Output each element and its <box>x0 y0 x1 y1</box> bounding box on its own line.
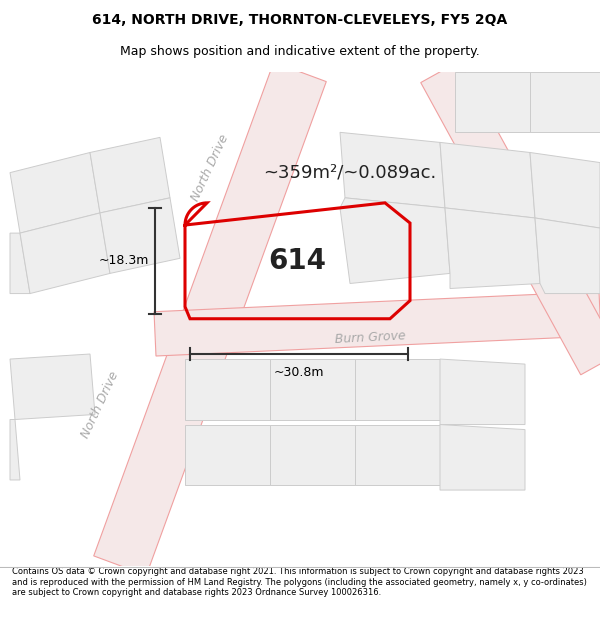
Polygon shape <box>100 198 180 273</box>
Polygon shape <box>445 208 540 289</box>
Text: 614, NORTH DRIVE, THORNTON-CLEVELEYS, FY5 2QA: 614, NORTH DRIVE, THORNTON-CLEVELEYS, FY… <box>92 13 508 27</box>
Polygon shape <box>530 152 600 228</box>
Polygon shape <box>270 424 355 485</box>
Text: Burn Grove: Burn Grove <box>334 329 406 346</box>
Polygon shape <box>440 359 525 424</box>
Text: ~18.3m: ~18.3m <box>98 254 149 268</box>
Polygon shape <box>154 292 600 356</box>
Polygon shape <box>10 233 30 294</box>
Text: Contains OS data © Crown copyright and database right 2021. This information is : Contains OS data © Crown copyright and d… <box>12 568 587 598</box>
Polygon shape <box>10 152 100 233</box>
Text: ~30.8m: ~30.8m <box>274 366 324 379</box>
Polygon shape <box>340 132 445 208</box>
Polygon shape <box>440 142 535 218</box>
Polygon shape <box>535 218 600 294</box>
Polygon shape <box>10 419 20 480</box>
Polygon shape <box>455 72 530 132</box>
Polygon shape <box>355 424 440 485</box>
Text: Map shows position and indicative extent of the property.: Map shows position and indicative extent… <box>120 45 480 58</box>
Polygon shape <box>90 138 170 213</box>
Polygon shape <box>340 198 450 284</box>
Polygon shape <box>270 359 355 419</box>
Polygon shape <box>440 424 525 490</box>
Text: North Drive: North Drive <box>189 132 231 203</box>
Text: 614: 614 <box>269 247 326 275</box>
Polygon shape <box>20 213 110 294</box>
Polygon shape <box>421 61 600 375</box>
Polygon shape <box>185 359 270 419</box>
Text: ~359m²/~0.089ac.: ~359m²/~0.089ac. <box>263 164 437 182</box>
Polygon shape <box>185 424 270 485</box>
Text: North Drive: North Drive <box>79 369 121 440</box>
Polygon shape <box>94 62 326 576</box>
Polygon shape <box>355 359 440 419</box>
Polygon shape <box>530 72 600 132</box>
Polygon shape <box>10 354 95 419</box>
